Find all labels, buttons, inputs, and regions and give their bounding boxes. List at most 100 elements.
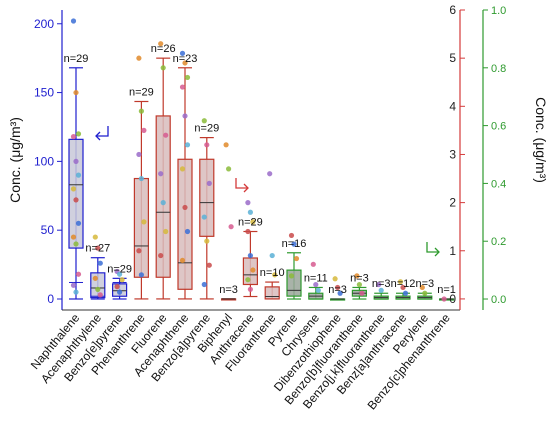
right-red-axis-tick-label: 1 xyxy=(449,244,456,258)
data-point xyxy=(354,273,360,279)
box-iqr xyxy=(286,269,302,297)
right-red-axis-tick-label: 6 xyxy=(449,3,456,17)
data-point xyxy=(422,290,428,296)
box-iqr xyxy=(68,138,84,249)
data-point xyxy=(204,238,210,244)
data-point xyxy=(250,219,256,225)
data-point xyxy=(201,118,207,124)
data-point xyxy=(119,277,125,283)
n-label: n=3 xyxy=(350,272,369,284)
data-point xyxy=(141,219,147,225)
data-point xyxy=(206,262,212,268)
data-point xyxy=(310,261,316,267)
data-point xyxy=(226,166,232,172)
data-point xyxy=(70,186,77,192)
left-axis-tick-label: 100 xyxy=(34,154,54,168)
data-point xyxy=(163,132,169,138)
data-point xyxy=(247,252,253,259)
right-red-axis-tick-label: 5 xyxy=(449,51,456,65)
data-point xyxy=(201,281,207,288)
data-point xyxy=(204,142,210,148)
data-point xyxy=(402,290,409,296)
left-axis-tick-label: 0 xyxy=(47,292,54,306)
data-point xyxy=(335,284,341,291)
data-point xyxy=(359,290,365,296)
data-point xyxy=(247,286,253,292)
data-point xyxy=(136,55,142,61)
right-green-axis-tick-label: 1.0 xyxy=(491,5,506,17)
data-point xyxy=(73,158,79,164)
axes-layer: 0 50 100 150 200 Conc. (μg/m³) 0 1 2 3 4 5 6 0.0 0.2 0.… xyxy=(7,3,549,311)
data-point xyxy=(158,171,164,177)
data-point xyxy=(95,286,101,292)
data-point xyxy=(378,287,384,293)
n-label: n=29 xyxy=(194,123,219,135)
data-point xyxy=(73,197,79,203)
data-point xyxy=(182,204,188,211)
n-label: n=29 xyxy=(129,86,154,98)
data-point xyxy=(70,134,77,140)
data-point xyxy=(141,127,147,133)
box-iqr xyxy=(177,158,193,290)
left-axis-tick-label: 50 xyxy=(41,223,55,237)
data-point xyxy=(160,200,166,206)
right-green-axis-tick-label: 0.4 xyxy=(491,178,506,190)
data-point xyxy=(267,171,273,177)
box-iqr xyxy=(199,158,215,237)
n-label: n=29 xyxy=(64,53,89,65)
right-red-axis-tick-label: 4 xyxy=(449,99,456,113)
data-point xyxy=(245,277,251,283)
left-axis-tick-label: 200 xyxy=(34,17,54,31)
n-label: n=12 xyxy=(391,278,416,290)
right-green-axis-tick-label: 0.6 xyxy=(491,121,506,133)
data-point xyxy=(158,41,164,47)
data-point xyxy=(117,271,123,277)
data-point xyxy=(376,281,382,288)
n-label: n=3 xyxy=(328,284,347,296)
data-point xyxy=(288,273,295,279)
right-axis-title: Conc. (μg/m³) xyxy=(533,97,549,183)
data-point xyxy=(95,245,101,251)
data-point xyxy=(332,276,338,282)
left-axis-tick-label: 150 xyxy=(34,86,54,100)
data-point xyxy=(182,113,188,119)
n-label: n=11 xyxy=(304,272,328,284)
data-point xyxy=(228,224,234,230)
data-point xyxy=(179,166,186,172)
data-point xyxy=(136,248,142,254)
data-point xyxy=(201,214,207,220)
left-axis-title: Conc. (μg/m³) xyxy=(7,117,23,203)
data-point xyxy=(291,241,297,247)
n-label: n=27 xyxy=(85,243,110,255)
data-point xyxy=(419,284,425,291)
right-red-axis-tick-label: 0 xyxy=(449,292,456,306)
boxes-layer xyxy=(68,57,455,301)
box-iqr xyxy=(155,115,171,278)
data-point xyxy=(179,84,186,90)
data-point xyxy=(397,279,404,285)
data-point xyxy=(70,18,77,24)
data-point xyxy=(441,296,447,302)
left-axis-arrow-icon-stem xyxy=(96,126,109,137)
right-green-axis-tick-label: 0.8 xyxy=(491,63,506,75)
data-point xyxy=(138,175,144,182)
n-label: n=3 xyxy=(219,284,238,296)
data-point xyxy=(73,241,79,247)
n-label: n=26 xyxy=(151,43,176,55)
data-point xyxy=(70,282,77,288)
data-point xyxy=(138,108,144,114)
green-axis-arrow-icon-head xyxy=(434,247,440,257)
data-point xyxy=(313,281,319,288)
data-point xyxy=(206,180,212,186)
n-label: n=1 xyxy=(437,284,456,296)
data-point xyxy=(356,281,362,288)
data-point xyxy=(293,255,300,262)
box-iqr xyxy=(133,177,149,278)
right-red-axis-tick-label: 2 xyxy=(449,196,456,210)
data-point xyxy=(92,275,98,281)
labels-layer: n=29Naphthalenen=27Acenaphthylenen=29Ben… xyxy=(28,43,456,412)
data-point xyxy=(179,257,186,264)
points-layer xyxy=(70,18,447,302)
data-point xyxy=(73,89,79,96)
